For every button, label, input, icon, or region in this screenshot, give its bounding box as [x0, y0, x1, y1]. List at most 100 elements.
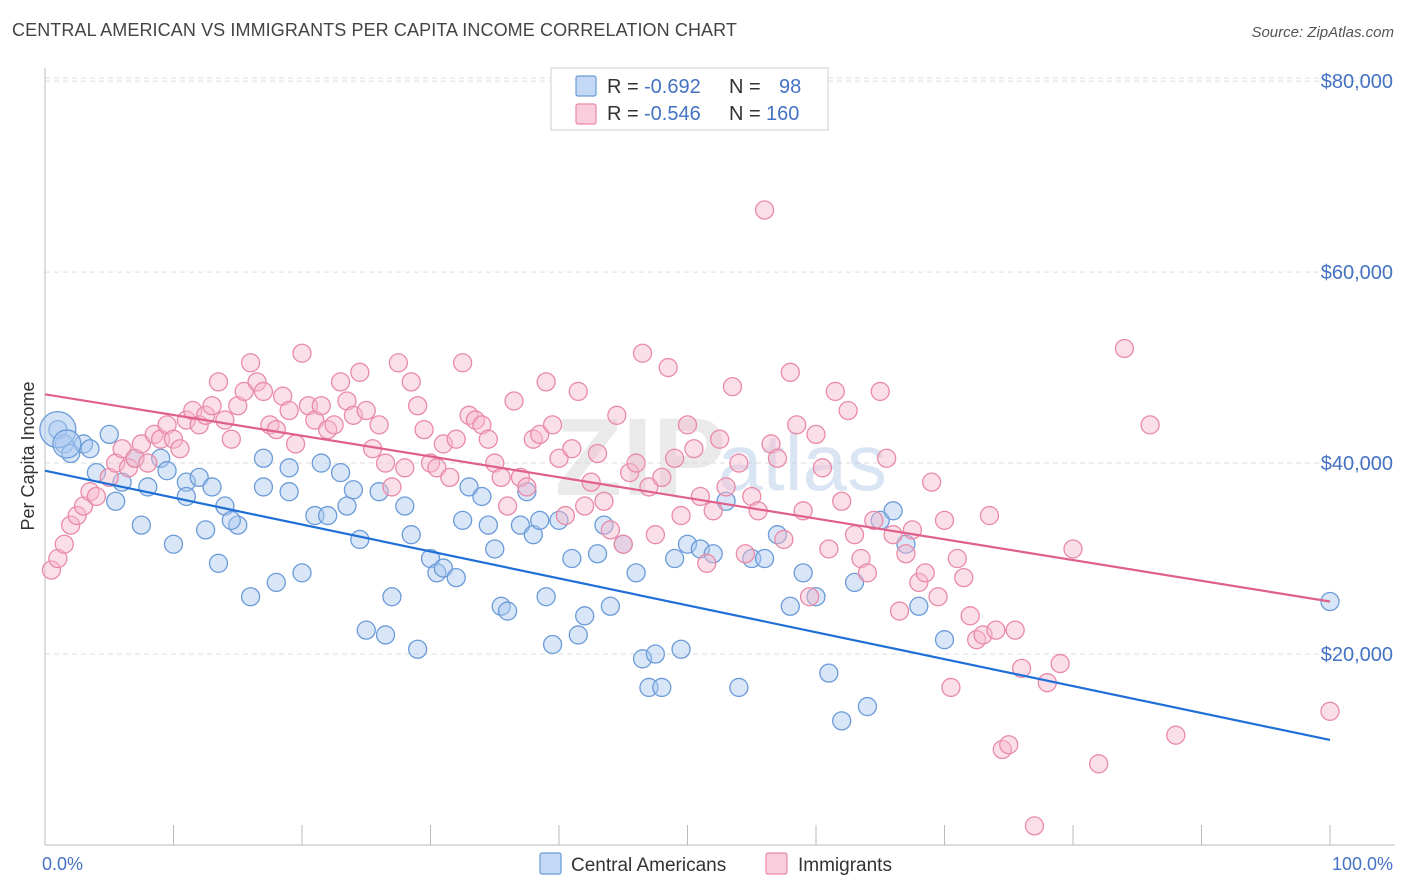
point-pink-25 [208, 372, 229, 392]
point-pink-35 [273, 386, 293, 406]
point-pink-37 [285, 434, 306, 454]
point-pink-75 [530, 424, 550, 445]
y-tick-label-0: $20,000 [1321, 644, 1393, 666]
y-tick-label-2: $60,000 [1321, 262, 1393, 284]
point-pink-126 [857, 563, 878, 583]
x-tick-labels: 0.0% 100.0% [42, 854, 1393, 874]
point-pink-96 [665, 448, 685, 468]
point-pink-59 [427, 458, 447, 478]
point-pink-124 [844, 525, 865, 545]
point-pink-41 [311, 396, 331, 416]
point-pink-118 [806, 424, 826, 445]
point-blue-42 [395, 496, 415, 516]
y-tick-labels: $20,000 $40,000 $60,000 $80,000 [1321, 71, 1393, 666]
point-pink-123 [838, 400, 858, 421]
x-tick-label-1: 100.0% [1332, 854, 1393, 874]
point-pink-87 [607, 405, 627, 425]
point-blue-36 [343, 480, 364, 500]
axes [44, 68, 1395, 846]
point-pink-52 [382, 477, 402, 497]
point-pink-81 [568, 381, 588, 402]
point-pink-24 [202, 396, 222, 416]
point-pink-77 [542, 415, 563, 435]
point-pink-14 [138, 453, 158, 473]
point-pink-150 [1011, 658, 1032, 678]
point-blue-60 [536, 587, 556, 607]
point-pink-110 [754, 200, 775, 220]
point-pink-26 [215, 410, 235, 430]
point-pink-114 [780, 362, 800, 382]
point-pink-4 [67, 505, 87, 526]
legend-top: R = -0.692 N = 98 R = -0.546 N = 160 [550, 67, 829, 131]
point-pink-151 [1024, 816, 1045, 836]
point-blue-10 [131, 515, 152, 535]
point-pink-36 [279, 400, 299, 421]
point-blue-86 [793, 563, 813, 583]
point-pink-98 [677, 415, 698, 435]
point-pink-142 [960, 606, 980, 626]
point-pink-112 [767, 448, 788, 468]
point-pink-135 [915, 563, 935, 583]
point-pink-85 [594, 491, 614, 511]
bottom-legend-label-central-americans: Central Americans [571, 855, 726, 876]
watermark-atlas: atlas [718, 418, 887, 507]
point-pink-119 [812, 458, 833, 478]
point-pink-70 [497, 496, 518, 516]
point-blue-6 [99, 424, 119, 445]
data-points [39, 200, 1340, 836]
point-pink-67 [478, 429, 498, 449]
point-pink-115 [787, 415, 807, 435]
point-pink-31 [247, 372, 267, 392]
point-pink-10 [112, 439, 132, 459]
point-pink-158 [1166, 725, 1186, 745]
point-pink-84 [587, 443, 608, 464]
legend-swatch-pink [575, 103, 597, 125]
chart-source: Source: ZipAtlas.com [1251, 24, 1394, 41]
point-blue-96 [934, 630, 955, 650]
legend-box [550, 67, 829, 131]
point-pink-56 [407, 396, 428, 416]
point-pink-78 [549, 448, 569, 468]
point-blue-large-1 [52, 429, 82, 459]
point-pink-105 [722, 377, 743, 397]
point-pink-5 [73, 496, 94, 516]
point-pink-55 [401, 372, 421, 392]
point-pink-156 [1114, 338, 1135, 359]
point-pink-100 [690, 486, 710, 507]
point-pink-146 [986, 620, 1006, 640]
point-pink-38 [292, 343, 312, 363]
point-blue-40 [375, 625, 396, 645]
point-blue-49 [452, 510, 473, 530]
point-blue-51 [472, 486, 492, 507]
point-pink-104 [716, 477, 736, 497]
point-pink-19 [170, 439, 190, 459]
point-blue-90 [844, 572, 865, 593]
point-blue-17 [189, 467, 209, 488]
legend-swatch-blue [575, 75, 597, 97]
point-blue-55 [497, 601, 518, 621]
point-blue-53 [485, 539, 505, 559]
point-pink-94 [652, 467, 672, 488]
point-pink-122 [832, 491, 852, 511]
point-blue-65 [575, 606, 595, 626]
point-blue-25 [253, 448, 274, 468]
point-pink-127 [864, 510, 884, 530]
point-blue-63 [562, 548, 582, 569]
point-pink-103 [709, 429, 730, 449]
point-pink-76 [536, 372, 556, 392]
chart-title: CENTRAL AMERICAN VS IMMIGRANTS PER CAPIT… [12, 20, 738, 40]
point-blue-32 [311, 453, 331, 473]
point-blue-19 [195, 520, 216, 540]
point-blue-61 [542, 634, 563, 655]
point-pink-50 [369, 415, 389, 435]
point-pink-32 [253, 381, 274, 402]
point-pink-101 [697, 553, 717, 573]
point-pink-11 [118, 458, 139, 478]
point-pink-66 [472, 415, 492, 435]
point-pink-108 [742, 486, 762, 507]
point-pink-62 [446, 429, 466, 449]
point-pink-43 [324, 415, 344, 435]
point-blue-37 [350, 529, 370, 550]
point-pink-107 [735, 544, 755, 564]
